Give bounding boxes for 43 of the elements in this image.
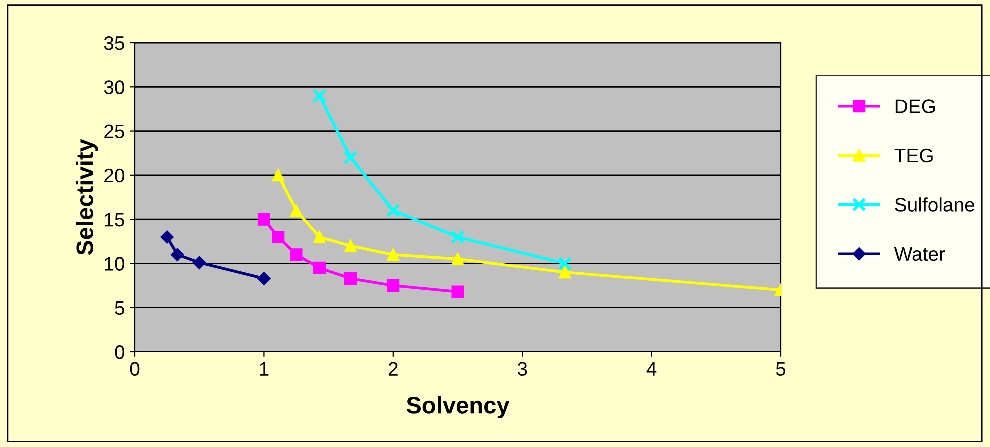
y-tick-label: 20: [104, 168, 125, 183]
point: [387, 248, 400, 262]
y-tick-label: 0: [115, 345, 125, 360]
x-tick-label: 4: [646, 362, 657, 376]
point: [344, 240, 358, 252]
y-tick-label: 10: [105, 257, 125, 271]
point: [558, 256, 572, 271]
point: [312, 89, 327, 103]
point: [344, 150, 358, 165]
y-tick-label: 5: [115, 302, 124, 316]
point: [160, 230, 174, 244]
point: [272, 169, 285, 182]
legend-label: Sulfolane: [895, 198, 975, 212]
legend-label: TEG: [894, 148, 933, 163]
y-tick-label: 15: [105, 213, 124, 227]
point: [451, 230, 465, 244]
point: [272, 230, 285, 244]
point: [314, 262, 326, 274]
point: [290, 248, 303, 262]
x-tick-label: 2: [388, 362, 398, 376]
y-tick-label: 35: [104, 36, 124, 50]
point: [171, 248, 184, 262]
point: [290, 204, 303, 217]
y-tick-label: 25: [104, 124, 124, 139]
legend-label: DEG: [896, 100, 936, 114]
x-tick-label: 0: [130, 362, 140, 376]
point: [258, 213, 270, 226]
point: [314, 230, 326, 244]
point: [387, 280, 400, 292]
point: [452, 253, 464, 266]
point: [558, 266, 572, 279]
point: [258, 272, 271, 286]
x-axis-title: Solvency: [406, 396, 510, 419]
x-tick-label: 1: [260, 362, 269, 376]
x-tick-label: 5: [776, 362, 786, 376]
y-tick-label: 30: [104, 80, 125, 94]
point: [193, 256, 206, 270]
x-tick-label: 3: [518, 362, 528, 376]
point: [344, 272, 358, 285]
y-axis-title: Selectivity: [76, 139, 98, 256]
point: [452, 286, 464, 298]
legend-label: Water: [894, 248, 946, 262]
point: [386, 204, 400, 218]
